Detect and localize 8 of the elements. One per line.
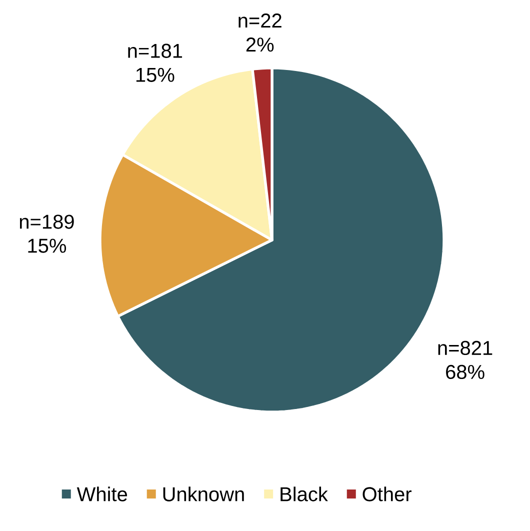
legend-label: Unknown — [163, 486, 244, 502]
data-label: n=821 68% — [438, 340, 492, 380]
legend-label: Black — [280, 486, 328, 502]
legend-label: White — [76, 486, 128, 502]
legend-label: Other — [362, 486, 412, 502]
data-label: n=181 15% — [128, 44, 182, 82]
data-label: n=22 2% — [238, 14, 282, 52]
data-label: n=189 15% — [20, 214, 74, 253]
